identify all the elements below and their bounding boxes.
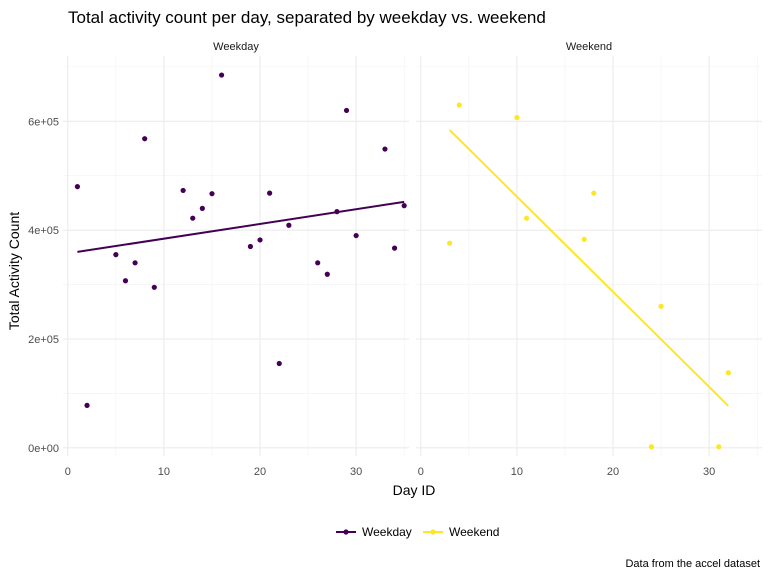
data-point-weekend (716, 444, 722, 450)
data-point-weekday (401, 203, 407, 209)
data-point-weekday (382, 146, 388, 152)
x-tick-label: 20 (607, 466, 619, 478)
data-point-weekend (581, 236, 587, 243)
data-point-weekday (257, 237, 263, 243)
data-point-weekday (247, 243, 254, 250)
legend-label: Weekend (449, 525, 499, 539)
legend-item-weekend: Weekend (423, 525, 499, 539)
y-tick-label: 2e+05 (28, 334, 59, 346)
chart-title: Total activity count per day, separated … (68, 8, 546, 27)
data-point-weekday (122, 278, 129, 284)
x-tick-label: 10 (511, 466, 523, 478)
data-point-weekend (514, 114, 520, 121)
data-point-weekday (334, 209, 340, 215)
data-point-weekday (199, 205, 205, 211)
x-tick-label: 10 (158, 466, 170, 478)
data-point-weekend (725, 370, 731, 376)
data-point-weekend (658, 303, 664, 309)
x-axis-title: Day ID (393, 482, 436, 498)
data-point-weekday (132, 260, 138, 266)
trend-line-weekend (448, 129, 730, 407)
panel-weekday: Weekday 0 10 20 30 0e+00 2e+05 4e+05 6e+05 (28, 41, 409, 478)
panels-layer: Weekday 0 10 20 30 0e+00 2e+05 4e+05 6e+05 Weeken… (28, 41, 762, 478)
x-tick-label: 30 (703, 466, 715, 478)
legend: Weekday Weekend (336, 525, 499, 539)
legend-key-point (343, 529, 349, 535)
data-point-weekday (142, 136, 148, 142)
data-point-weekday (190, 215, 196, 221)
data-point-weekday (84, 402, 90, 408)
data-point-weekday (267, 190, 273, 196)
data-point-weekday (113, 252, 119, 258)
data-point-weekday (343, 107, 350, 114)
data-point-weekend (591, 190, 597, 196)
data-point-weekday (276, 360, 282, 367)
caption: Data from the accel dataset (625, 558, 760, 570)
data-point-weekday (391, 245, 398, 251)
data-point-weekday (286, 222, 292, 228)
data-point-weekday (209, 191, 215, 197)
y-tick-label: 6e+05 (28, 116, 59, 128)
y-axis-title: Total Activity Count (6, 212, 22, 330)
data-point-weekday (218, 72, 225, 78)
data-point-weekend (523, 215, 530, 221)
data-point-weekend (456, 102, 462, 108)
data-point-weekend (447, 240, 453, 246)
data-point-weekday (324, 271, 330, 277)
facet-label: Weekday (213, 41, 259, 53)
y-tick-label: 0e+00 (28, 443, 59, 455)
panel-weekend: Weekend 0 10 20 30 (416, 41, 762, 478)
legend-label: Weekday (362, 525, 412, 539)
y-tick-label: 4e+05 (28, 225, 59, 237)
data-point-weekday (180, 187, 186, 194)
data-point-weekday (151, 284, 157, 290)
legend-key-point (430, 529, 436, 535)
x-tick-label: 0 (65, 466, 71, 478)
data-point-weekday (74, 184, 81, 190)
x-tick-label: 20 (254, 466, 266, 478)
x-tick-label: 0 (418, 466, 424, 478)
data-point-weekday (315, 260, 321, 266)
data-point-weekday (353, 232, 359, 239)
trend-line-weekday (77, 200, 405, 253)
legend-item-weekday: Weekday (336, 525, 412, 539)
x-tick-label: 30 (350, 466, 362, 478)
data-point-weekend (648, 444, 655, 450)
facet-label: Weekend (566, 41, 612, 53)
